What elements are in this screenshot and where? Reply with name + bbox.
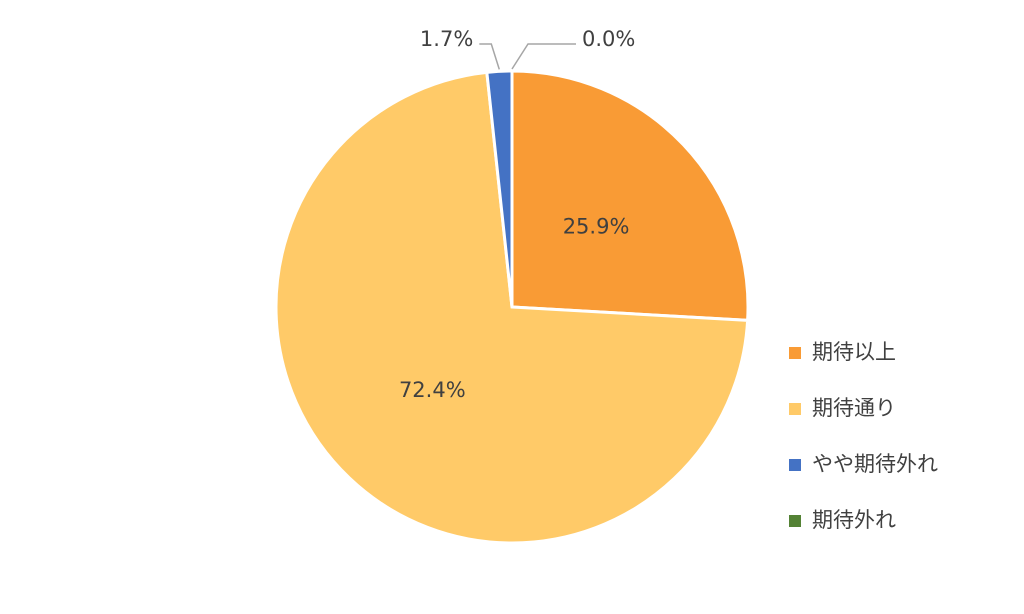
leader-line (479, 43, 501, 70)
legend-swatch (789, 515, 801, 527)
legend-label: やや期待外れ (812, 452, 938, 476)
legend-swatch (789, 403, 801, 415)
data-label: 1.7% (420, 27, 473, 51)
legend-swatch (789, 347, 801, 359)
legend-label: 期待通り (812, 396, 896, 420)
leader-line (511, 43, 576, 70)
data-label: 72.4% (399, 378, 466, 402)
legend-swatch (789, 459, 801, 471)
legend-label: 期待外れ (812, 508, 896, 532)
pie-slice (274, 70, 750, 545)
legend-label: 期待以上 (812, 340, 896, 364)
data-label: 25.9% (563, 215, 630, 239)
pie-slice (510, 69, 750, 322)
data-label: 0.0% (582, 27, 635, 51)
